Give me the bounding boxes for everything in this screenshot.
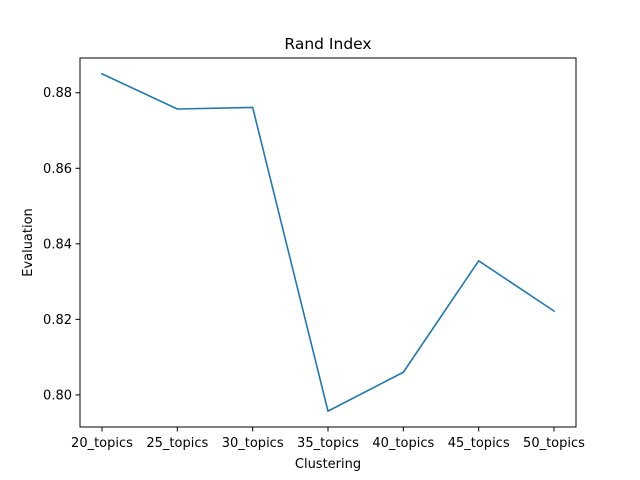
x-tick-label: 45_topics: [448, 436, 510, 451]
x-tick-label: 40_topics: [372, 436, 434, 451]
plot-frame: [79, 57, 577, 428]
y-tick-label: 0.84: [43, 237, 72, 252]
x-tick-label: 20_topics: [71, 436, 133, 451]
y-tick-label: 0.86: [43, 162, 72, 177]
x-axis-label: Clustering: [295, 457, 361, 472]
x-tick-label: 30_topics: [222, 436, 284, 451]
series-line: [100, 72, 556, 412]
x-tick-label: 25_topics: [146, 436, 208, 451]
x-tick-label: 50_topics: [523, 436, 585, 451]
y-axis-label: Evaluation: [21, 208, 36, 277]
chart-title: Rand Index: [284, 35, 371, 53]
x-tick-label: 35_topics: [297, 436, 359, 451]
series-layer: [100, 72, 556, 412]
y-tick-label: 0.80: [43, 388, 72, 403]
y-tick-label: 0.82: [43, 313, 72, 328]
ticks-layer: 20_topics 25_topics 30_topics 35_topics 40_t…: [43, 86, 585, 451]
y-tick-label: 0.88: [43, 86, 72, 101]
